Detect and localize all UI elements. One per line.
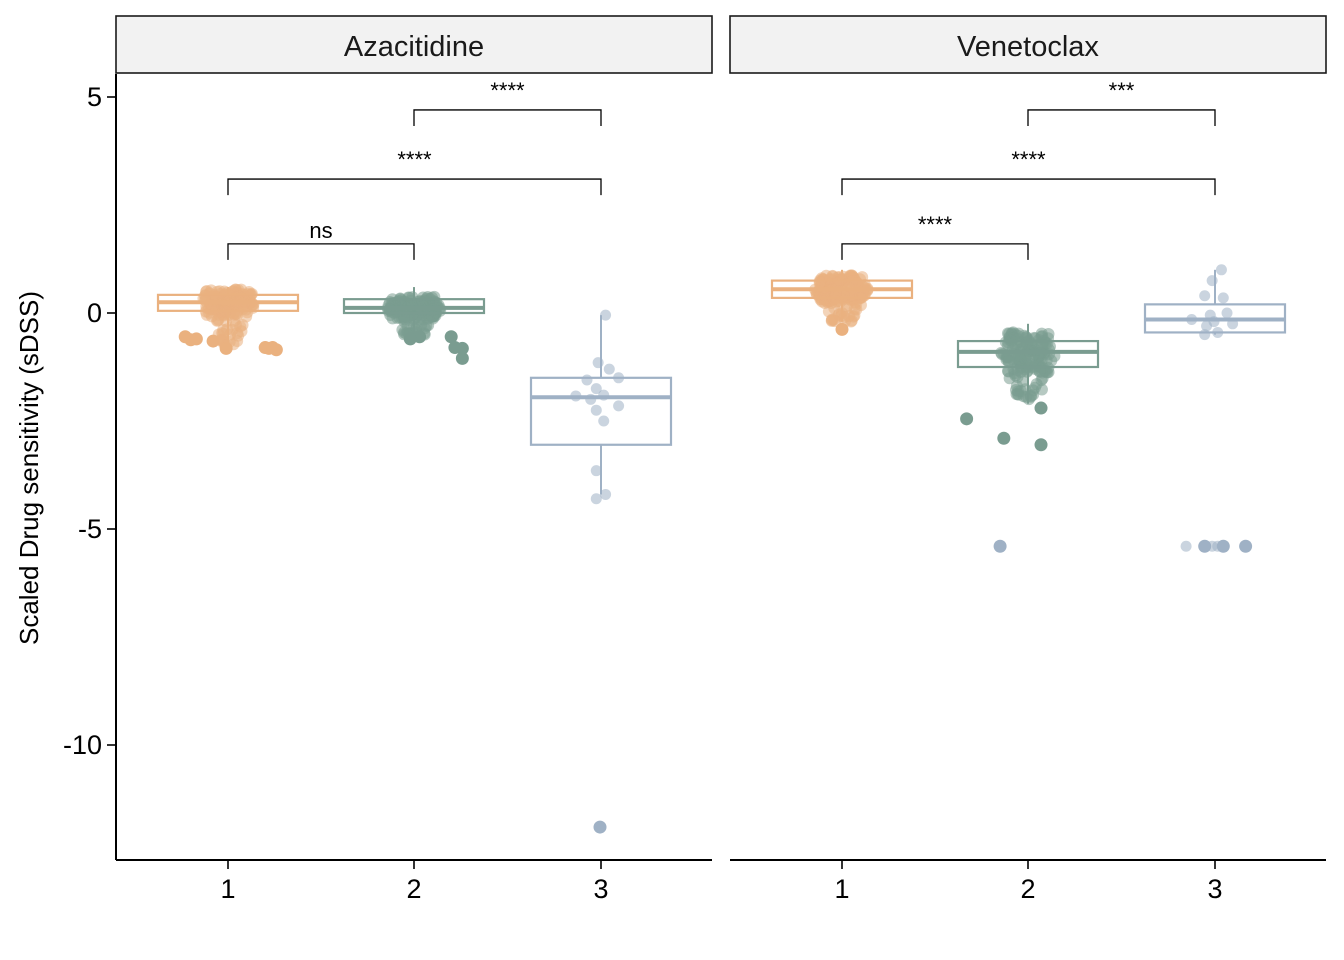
x-tick-label: 2 — [1020, 874, 1035, 904]
x-tick-label: 2 — [406, 874, 421, 904]
box — [956, 339, 1100, 369]
data-point — [1215, 264, 1227, 276]
data-point — [198, 290, 211, 303]
outlier-point — [269, 343, 283, 357]
data-point — [590, 383, 602, 395]
data-point — [1002, 354, 1015, 367]
outlier-point — [1198, 539, 1212, 553]
comparison-bracket — [413, 109, 602, 126]
sig-label-az-1-2: ns — [309, 218, 332, 243]
data-point — [1014, 385, 1027, 398]
facet-title-venetoclax: Venetoclax — [957, 31, 1099, 63]
data-point — [217, 323, 230, 336]
outlier-point — [593, 820, 607, 834]
box-group-3 — [993, 264, 1287, 553]
data-point — [590, 465, 602, 477]
data-point — [818, 293, 831, 306]
data-point — [1014, 353, 1027, 366]
data-point — [235, 325, 248, 338]
comparison-bracket — [1027, 109, 1216, 126]
comparison-bracket — [227, 178, 602, 196]
data-point — [1025, 389, 1038, 402]
y-tick-label: -5 — [78, 514, 102, 544]
comparison-bracket — [227, 243, 415, 260]
outlier-point — [1239, 539, 1253, 553]
box-group-2 — [342, 287, 486, 365]
box-group-3 — [529, 309, 673, 834]
outlier-point — [993, 539, 1007, 553]
outlier-point — [455, 341, 469, 355]
x-tick-labels-venetoclax: 1 2 3 — [834, 874, 1222, 904]
data-point — [386, 312, 399, 325]
y-tick-labels: 5 0 -5 -10 — [63, 82, 102, 760]
x-tick-label: 1 — [834, 874, 849, 904]
sig-label-az-2-3: **** — [490, 78, 525, 103]
outlier-point — [444, 330, 458, 344]
outlier-point — [1034, 438, 1048, 452]
data-point — [1180, 540, 1192, 552]
box-group-2 — [956, 323, 1100, 452]
data-point — [613, 400, 625, 412]
data-point — [581, 374, 593, 386]
y-tick-label: 0 — [87, 298, 102, 328]
box — [529, 376, 673, 446]
data-point — [405, 308, 418, 321]
outlier-point — [960, 412, 974, 426]
facet-strip-azacitidine: Azacitidine — [115, 15, 713, 74]
data-point — [1199, 290, 1211, 302]
data-point — [230, 307, 243, 320]
data-point — [813, 276, 826, 289]
data-point — [1033, 365, 1046, 378]
data-point — [824, 272, 837, 285]
data-point — [1201, 320, 1213, 332]
outlier-point — [206, 334, 220, 348]
sig-label-az-1-3: **** — [397, 147, 432, 172]
y-axis-label: Scaled Drug sensitivity (sDSS) — [14, 291, 44, 645]
box-group-1 — [770, 269, 914, 336]
outlier-point — [189, 332, 203, 346]
data-point — [845, 315, 858, 328]
facet-title-azacitidine: Azacitidine — [344, 31, 484, 63]
comparison-bracket — [841, 243, 1029, 260]
data-point — [1030, 378, 1043, 391]
plot-layer — [107, 74, 1326, 869]
data-point — [600, 488, 612, 500]
y-tick-label: 5 — [87, 82, 102, 112]
data-point — [598, 415, 610, 427]
x-tick-label: 1 — [220, 874, 235, 904]
x-tick-label: 3 — [593, 874, 608, 904]
y-tick-label: -10 — [63, 730, 102, 760]
outlier-point — [835, 322, 849, 336]
comparison-labels: **** **** ns *** **** **** — [309, 78, 1134, 243]
outlier-point — [1216, 539, 1230, 553]
outlier-point — [455, 351, 469, 365]
data-point — [590, 493, 602, 505]
outlier-point — [403, 332, 417, 346]
data-point — [1199, 329, 1211, 341]
data-point — [1221, 307, 1233, 319]
sig-label-ve-1-3: **** — [1011, 147, 1046, 172]
outlier-point — [997, 431, 1011, 445]
x-tick-labels-azacitidine: 1 2 3 — [220, 874, 608, 904]
sig-label-ve-1-2: **** — [918, 212, 953, 237]
data-point — [827, 313, 840, 326]
outlier-point — [219, 341, 233, 355]
data-point — [1217, 292, 1229, 304]
facet-strip-venetoclax: Venetoclax — [729, 15, 1327, 74]
x-tick-label: 3 — [1207, 874, 1222, 904]
comparison-bracket — [841, 178, 1216, 196]
data-point — [590, 404, 602, 416]
data-point — [848, 303, 861, 316]
data-point — [212, 313, 225, 326]
box-group-1 — [156, 283, 300, 357]
outlier-point — [1034, 401, 1048, 415]
data-point — [600, 309, 612, 321]
data-point — [603, 363, 615, 375]
sig-label-ve-2-3: *** — [1109, 78, 1135, 103]
